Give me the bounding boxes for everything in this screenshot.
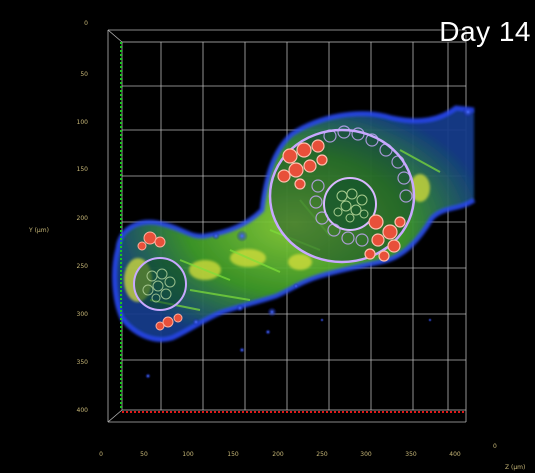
- x-tick-label: 350: [405, 451, 417, 458]
- tissue-section: [112, 105, 476, 379]
- corner-tick-label: 0: [493, 443, 497, 450]
- x-axis-title: Z (µm): [505, 464, 526, 471]
- vascular-bundle-right: [268, 125, 416, 264]
- nuclei-dots: [145, 106, 474, 379]
- x-tick-label: 200: [272, 451, 284, 458]
- x-tick-label: 400: [449, 451, 461, 458]
- day-label: Day 14: [439, 16, 531, 47]
- y-tick-label: 200: [76, 215, 88, 222]
- y-tick-label: 0: [84, 20, 88, 27]
- vascular-bundle-left: [133, 231, 187, 331]
- y-tick-label: 150: [76, 166, 88, 173]
- x-tick-label: 100: [182, 451, 194, 458]
- y-tick-label: 300: [76, 311, 88, 318]
- x-tick-label: 0: [99, 451, 103, 458]
- y-tick-label: 100: [76, 119, 88, 126]
- x-tick-label: 50: [140, 451, 148, 458]
- y-axis-title: Y (µm): [29, 227, 49, 234]
- x-tick-label: 150: [227, 451, 239, 458]
- y-tick-label: 250: [76, 263, 88, 270]
- x-tick-label: 250: [316, 451, 328, 458]
- y-tick-label: 350: [76, 359, 88, 366]
- x-tick-label: 300: [360, 451, 372, 458]
- y-tick-label: 50: [80, 71, 88, 78]
- y-tick-label: 400: [76, 407, 88, 414]
